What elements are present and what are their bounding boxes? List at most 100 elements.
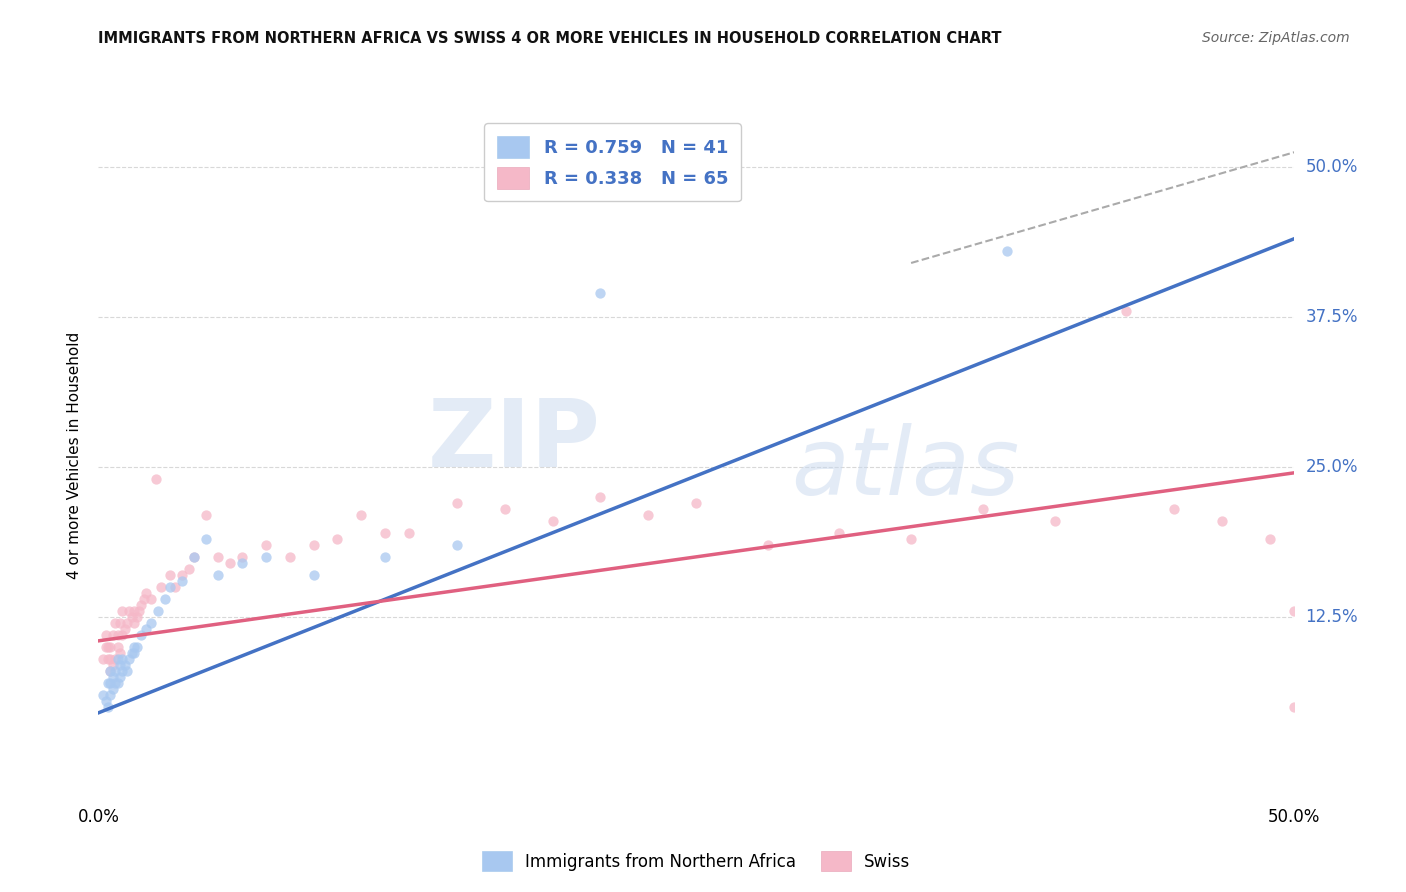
Point <box>111 628 134 642</box>
Point <box>114 657 136 672</box>
Point <box>132 591 155 606</box>
Point <box>219 556 242 570</box>
Text: 37.5%: 37.5% <box>1305 308 1358 326</box>
Point <box>900 532 922 546</box>
Point <box>172 567 194 582</box>
Point <box>101 657 124 672</box>
Point <box>756 538 779 552</box>
Text: 25.0%: 25.0% <box>1305 458 1358 476</box>
Point <box>139 615 162 630</box>
Point <box>104 664 127 678</box>
Point <box>589 285 612 300</box>
Point <box>98 664 122 678</box>
Point <box>207 567 229 582</box>
Point <box>1282 604 1305 618</box>
Point <box>254 549 277 564</box>
Point <box>446 538 468 552</box>
Point <box>108 646 131 660</box>
Text: ZIP: ZIP <box>427 395 600 487</box>
Point <box>101 681 124 696</box>
Point <box>94 640 117 654</box>
Point <box>183 549 205 564</box>
Point <box>148 604 170 618</box>
Point <box>172 574 194 588</box>
Point <box>828 525 851 540</box>
Point <box>398 525 420 540</box>
Point <box>135 586 157 600</box>
Point <box>685 496 707 510</box>
Point <box>374 525 396 540</box>
Point <box>589 490 612 504</box>
Point <box>108 670 131 684</box>
Point <box>131 628 153 642</box>
Legend: Immigrants from Northern Africa, Swiss: Immigrants from Northern Africa, Swiss <box>475 845 917 878</box>
Point <box>108 657 131 672</box>
Point <box>972 502 994 516</box>
Point <box>135 622 157 636</box>
Point <box>446 496 468 510</box>
Point <box>1043 514 1066 528</box>
Point <box>159 567 181 582</box>
Point <box>98 640 122 654</box>
Point <box>107 652 129 666</box>
Point <box>183 549 205 564</box>
Point <box>163 580 186 594</box>
Point <box>107 676 129 690</box>
Point <box>124 640 146 654</box>
Text: 12.5%: 12.5% <box>1305 607 1358 626</box>
Text: IMMIGRANTS FROM NORTHERN AFRICA VS SWISS 4 OR MORE VEHICLES IN HOUSEHOLD CORRELA: IMMIGRANTS FROM NORTHERN AFRICA VS SWISS… <box>98 31 1002 46</box>
Point <box>302 538 325 552</box>
Point <box>98 664 122 678</box>
Point <box>125 640 148 654</box>
Point <box>194 532 217 546</box>
Point <box>94 694 117 708</box>
Point <box>101 628 124 642</box>
Point <box>139 591 162 606</box>
Y-axis label: 4 or more Vehicles in Household: 4 or more Vehicles in Household <box>67 331 83 579</box>
Point <box>302 567 325 582</box>
Text: atlas: atlas <box>792 424 1019 515</box>
Text: 50.0%: 50.0% <box>1305 158 1358 176</box>
Point <box>159 580 181 594</box>
Point <box>995 244 1018 258</box>
Point <box>111 664 134 678</box>
Point <box>98 688 122 702</box>
Point <box>1258 532 1281 546</box>
Point <box>107 628 129 642</box>
Point <box>278 549 301 564</box>
Point <box>107 640 129 654</box>
Point <box>326 532 349 546</box>
Point <box>1282 699 1305 714</box>
Point <box>94 628 117 642</box>
Point <box>124 615 146 630</box>
Point <box>374 549 396 564</box>
Point <box>97 699 120 714</box>
Point <box>121 646 143 660</box>
Point <box>97 640 120 654</box>
Point <box>149 580 172 594</box>
Point <box>194 508 217 522</box>
Point <box>115 664 138 678</box>
Point <box>254 538 277 552</box>
Point <box>207 549 229 564</box>
Point <box>1163 502 1185 516</box>
Point <box>128 604 150 618</box>
Point <box>124 646 146 660</box>
Point <box>111 652 134 666</box>
Point <box>231 549 253 564</box>
Point <box>179 562 201 576</box>
Point <box>121 610 143 624</box>
Point <box>637 508 659 522</box>
Point <box>101 670 124 684</box>
Point <box>1211 514 1233 528</box>
Point <box>98 676 122 690</box>
Point <box>231 556 253 570</box>
Point <box>350 508 373 522</box>
Point <box>1115 304 1137 318</box>
Point <box>104 615 127 630</box>
Point <box>125 610 148 624</box>
Point <box>115 615 138 630</box>
Point <box>118 604 141 618</box>
Point <box>111 604 134 618</box>
Point <box>91 688 114 702</box>
